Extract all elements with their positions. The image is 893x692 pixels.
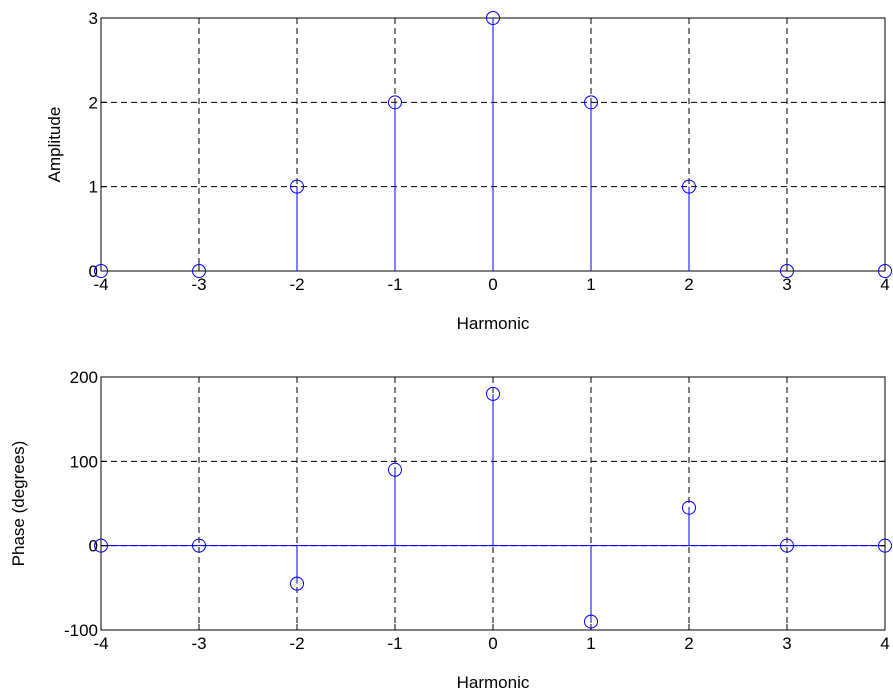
phase-marker <box>878 538 892 553</box>
phase-x-tick-label: -3 <box>191 634 206 653</box>
amplitude-marker <box>486 11 500 25</box>
phase-x-tick-label: 4 <box>880 634 889 653</box>
phase-marker <box>486 386 500 401</box>
amplitude-marker <box>192 264 206 278</box>
phase-y-axis-label: Phase (degrees) <box>9 441 28 567</box>
amplitude-marker <box>94 264 108 278</box>
amplitude-x-tick-label: -3 <box>191 275 206 294</box>
phase-x-tick-label: 3 <box>782 634 791 653</box>
amplitude-x-tick-label: -4 <box>93 275 108 294</box>
amplitude-y-tick-label: 0 <box>89 262 98 281</box>
amplitude-marker <box>388 95 402 110</box>
amplitude-x-tick-label: 1 <box>586 275 595 294</box>
amplitude-plot: -4 -3 -2 -1 0 1 2 3 4 0 1 2 3 Harmonic Amplitude <box>45 9 892 333</box>
phase-marker <box>682 500 696 515</box>
amplitude-y-tick-label: 2 <box>89 93 98 112</box>
phase-y-tick-label: -100 <box>64 621 98 640</box>
amplitude-x-tick-label: 3 <box>782 275 791 294</box>
phase-x-tick-label: -4 <box>93 634 108 653</box>
phase-x-tick-label: 2 <box>684 634 693 653</box>
phase-y-tick-label: 100 <box>70 452 98 471</box>
phase-x-tick-label: 1 <box>586 634 595 653</box>
amplitude-x-axis-label: Harmonic <box>457 314 530 333</box>
phase-x-tick-label: -2 <box>289 634 304 653</box>
phase-marker <box>388 462 402 477</box>
phase-y-tick-label: 200 <box>70 368 98 387</box>
phase-marker <box>290 576 304 591</box>
amplitude-x-tick-label: 0 <box>488 275 497 294</box>
amplitude-marker <box>290 179 304 194</box>
phase-x-tick-label: -1 <box>387 634 402 653</box>
amplitude-marker <box>584 95 598 110</box>
amplitude-marker <box>878 264 892 278</box>
phase-marker <box>94 538 108 553</box>
phase-marker <box>192 538 206 553</box>
phase-marker <box>584 614 598 629</box>
amplitude-y-tick-label: 1 <box>89 178 98 197</box>
phase-marker <box>780 538 794 553</box>
amplitude-y-axis-label: Amplitude <box>45 107 64 183</box>
phase-x-axis-label: Harmonic <box>457 673 530 692</box>
amplitude-x-tick-label: -1 <box>387 275 402 294</box>
amplitude-x-tick-label: 4 <box>880 275 889 294</box>
amplitude-x-tick-label: -2 <box>289 275 304 294</box>
amplitude-x-tick-label: 2 <box>684 275 693 294</box>
phase-plot: -4 -3 -2 -1 0 1 2 3 4 -100 0 100 200 Harmonic Phase (d… <box>9 368 892 692</box>
amplitude-marker <box>780 264 794 278</box>
phase-x-tick-label: 0 <box>488 634 497 653</box>
phase-y-tick-label: 0 <box>89 537 98 556</box>
amplitude-marker <box>682 179 696 194</box>
amplitude-y-tick-label: 3 <box>89 9 98 28</box>
